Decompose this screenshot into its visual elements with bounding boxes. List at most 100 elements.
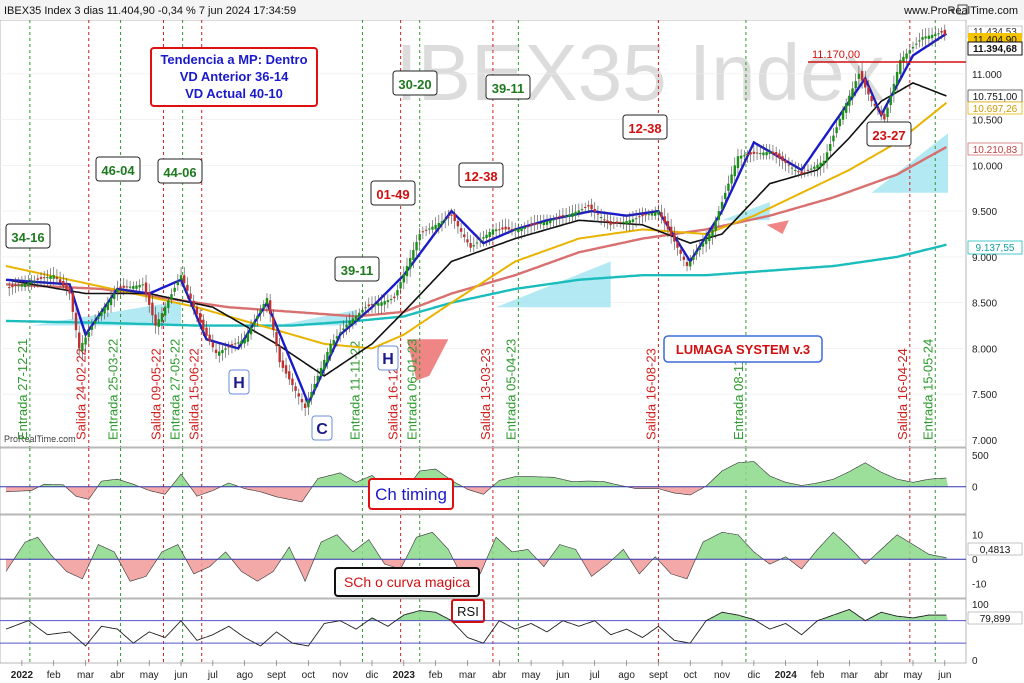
wave-label: 30-20 bbox=[398, 77, 431, 92]
candle-body bbox=[249, 327, 253, 335]
candle-body bbox=[883, 113, 886, 120]
candle-body bbox=[230, 344, 234, 346]
candle-body bbox=[52, 275, 55, 279]
candle-body bbox=[914, 43, 918, 45]
signal-label: Entrada 25-03-22 bbox=[106, 339, 121, 440]
candle-body bbox=[351, 318, 355, 324]
candle-body bbox=[288, 371, 291, 380]
black-line bbox=[5, 82, 947, 377]
candle-body bbox=[851, 88, 854, 98]
candle-body bbox=[612, 222, 616, 225]
candle-body bbox=[727, 183, 730, 191]
candle-body bbox=[189, 293, 192, 299]
wave-label: 44-06 bbox=[163, 165, 196, 180]
candle-body bbox=[580, 209, 584, 211]
candle-body bbox=[755, 152, 759, 154]
rsi-label: RSI bbox=[457, 604, 479, 619]
candle-body bbox=[418, 234, 421, 241]
candle-body bbox=[421, 231, 425, 233]
wave-label-box bbox=[5, 223, 51, 249]
x-tick-label: jun bbox=[555, 670, 569, 681]
candle-body bbox=[564, 215, 568, 217]
candle-body bbox=[829, 143, 832, 151]
candle-body bbox=[743, 155, 746, 157]
candle-body bbox=[272, 316, 275, 331]
x-tick-label: may bbox=[904, 670, 923, 681]
candle-body bbox=[109, 298, 113, 306]
cloud-red-area bbox=[766, 220, 789, 234]
candle-body bbox=[97, 316, 100, 319]
candle-body bbox=[501, 227, 504, 230]
signal-label: Entrada 08-11-23 bbox=[731, 340, 746, 440]
candle-body bbox=[221, 349, 224, 354]
candle-body bbox=[329, 343, 332, 355]
candle-body bbox=[157, 319, 160, 327]
x-tick-label: 2022 bbox=[11, 670, 34, 681]
wave-label-box bbox=[370, 180, 416, 206]
candle-body bbox=[603, 219, 606, 221]
candle-body bbox=[307, 399, 310, 408]
trend-line-2: VD Anterior 36-14 bbox=[180, 69, 289, 84]
candle-body bbox=[151, 302, 154, 316]
signal-label: Salida 13-03-23 bbox=[478, 348, 493, 440]
x-tick-label: oct bbox=[302, 670, 316, 681]
candle-body bbox=[784, 160, 787, 164]
x-tick-label: oct bbox=[684, 670, 698, 681]
candle-body bbox=[599, 216, 603, 218]
trend-line-3: VD Actual 40-10 bbox=[185, 86, 283, 101]
candle-body bbox=[577, 210, 581, 214]
signal-label: Salida 16-08-23 bbox=[643, 348, 658, 440]
candle-body bbox=[794, 169, 797, 171]
candle-body bbox=[733, 165, 736, 177]
wave-label: 46-04 bbox=[101, 163, 135, 178]
candle-body bbox=[116, 288, 119, 293]
candle-body bbox=[937, 33, 940, 35]
candle-body bbox=[800, 171, 803, 175]
wave-label: 39-11 bbox=[341, 263, 374, 278]
candle-body bbox=[695, 252, 698, 255]
candle-body bbox=[396, 290, 399, 296]
candle-body bbox=[673, 233, 676, 242]
candle-body bbox=[908, 50, 912, 54]
candle-body bbox=[879, 111, 883, 115]
candle-body bbox=[921, 37, 924, 40]
wave-label-box bbox=[95, 156, 141, 182]
candle-body bbox=[227, 346, 230, 348]
candle-body bbox=[431, 226, 434, 230]
candle-body bbox=[154, 314, 157, 326]
candle-body bbox=[65, 283, 68, 290]
candle-body bbox=[81, 342, 84, 352]
indicator-tags: 0,4813 79,899 bbox=[967, 542, 1023, 625]
candle-body bbox=[482, 237, 485, 239]
candle-body bbox=[466, 239, 469, 243]
candle-body bbox=[488, 232, 491, 237]
candle-body bbox=[634, 218, 638, 220]
candle-body bbox=[631, 219, 635, 223]
candle-body bbox=[192, 300, 195, 307]
rsi-box: RSI bbox=[451, 599, 485, 623]
candle-body bbox=[781, 156, 784, 161]
positive-area bbox=[6, 532, 948, 560]
candle-body bbox=[708, 234, 711, 242]
candle-body bbox=[14, 284, 17, 287]
candle-body bbox=[504, 226, 507, 230]
candle-body bbox=[402, 274, 406, 283]
x-tick-label: abr bbox=[492, 670, 507, 681]
ch-timing-label: Ch timing bbox=[375, 485, 447, 504]
candle-body bbox=[609, 220, 612, 225]
trend-line-1: Tendencia a MP: Dentro bbox=[160, 52, 307, 67]
candle-body bbox=[606, 220, 609, 223]
candle-body bbox=[275, 332, 278, 347]
candle-body bbox=[857, 73, 861, 80]
y-tick-label: 9.000 bbox=[972, 253, 997, 264]
signal-label: Entrada 11-11-22 bbox=[347, 341, 362, 440]
candle-body bbox=[790, 167, 794, 169]
candle-body bbox=[358, 312, 361, 318]
candle-body bbox=[676, 241, 679, 248]
svg-text:11.170,00: 11.170,00 bbox=[812, 49, 860, 61]
tag-high: 11.434,53 bbox=[973, 27, 1017, 38]
candle-body bbox=[74, 312, 78, 331]
candle-body bbox=[803, 172, 806, 174]
candle-body bbox=[934, 34, 937, 37]
